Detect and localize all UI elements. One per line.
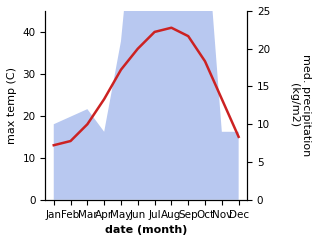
Y-axis label: med. precipitation
(kg/m2): med. precipitation (kg/m2) [289, 54, 311, 157]
X-axis label: date (month): date (month) [105, 225, 187, 235]
Y-axis label: max temp (C): max temp (C) [7, 67, 17, 144]
